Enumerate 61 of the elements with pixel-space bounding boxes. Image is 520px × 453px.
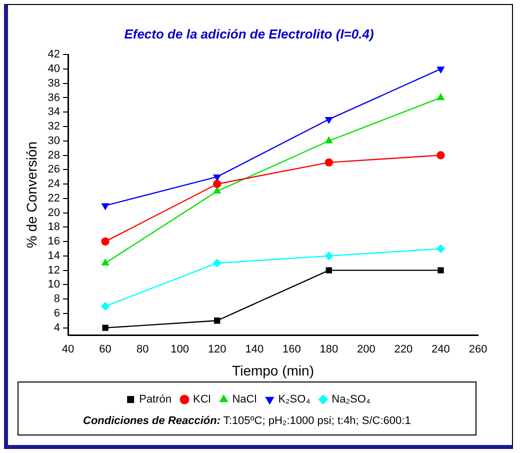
- point: [213, 187, 221, 194]
- x-tick-label: 160: [282, 344, 301, 356]
- point: [102, 259, 109, 266]
- y-tick-label: 28: [48, 149, 60, 162]
- y-tick-label: 34: [48, 106, 60, 118]
- y-tick-label: 26: [48, 164, 60, 176]
- point: [213, 259, 222, 268]
- y-tick-label: 22: [48, 192, 60, 204]
- y-tick-label: 38: [48, 77, 60, 90]
- y-tick-label: 18: [48, 221, 60, 234]
- point: [102, 324, 108, 331]
- y-tick-label: 42: [48, 48, 60, 61]
- point: [438, 267, 444, 274]
- x-tick-label: 240: [432, 344, 450, 356]
- y-tick-label: 10: [48, 278, 60, 291]
- x-tick-label: 200: [357, 344, 376, 356]
- x-tick-label: 80: [136, 344, 149, 356]
- y-tick-label: 6: [54, 307, 60, 320]
- legend-label: Patrón: [139, 394, 172, 406]
- point: [437, 94, 444, 100]
- x-tick-label: 40: [62, 344, 74, 356]
- point: [436, 244, 445, 253]
- point: [213, 180, 222, 188]
- point: [214, 318, 220, 324]
- point: [437, 66, 444, 74]
- point: [101, 237, 110, 246]
- y-axis-title: % de Conversión: [23, 141, 40, 248]
- y-tick-label: 30: [48, 134, 60, 147]
- point: [326, 267, 332, 274]
- point: [213, 174, 221, 181]
- point: [324, 252, 334, 260]
- x-tick-label: 100: [170, 344, 190, 356]
- chart-title: Efecto de la adición de Electrolito (I=0.4): [124, 26, 374, 42]
- point: [436, 151, 445, 160]
- point: [101, 302, 110, 310]
- point: [325, 116, 333, 124]
- y-tick-label: 20: [48, 206, 60, 219]
- y-tick-label: 8: [54, 293, 60, 306]
- legend-label: KCl: [193, 394, 211, 406]
- x-tick-label: 180: [320, 344, 338, 356]
- y-tick-label: 32: [48, 120, 60, 133]
- y-tick-label: 4: [54, 322, 60, 334]
- legend-label: NaCl: [232, 394, 257, 406]
- x-axis-title: Tiempo (min): [232, 362, 314, 378]
- y-tick-label: 16: [48, 236, 60, 248]
- y-tick-label: 40: [48, 63, 60, 76]
- x-tick-label: 120: [208, 344, 226, 356]
- x-tick-label: 220: [394, 344, 413, 356]
- point: [325, 136, 333, 144]
- legend-label: K₂SO₄: [278, 394, 311, 406]
- y-tick-label: 36: [48, 92, 60, 104]
- text: Condiciones de Reacción: T:105ºC; pH₂:1000 psi; t:4h; S/C:600:1: [83, 415, 411, 428]
- y-tick-label: 24: [48, 178, 60, 190]
- y-tick-label: 14: [48, 250, 60, 262]
- x-tick-label: 140: [245, 344, 264, 356]
- legend-label: Na₂SO₄: [332, 394, 371, 406]
- point: [102, 203, 109, 210]
- x-tick-label: 60: [99, 344, 112, 356]
- x-tick-label: 260: [468, 344, 488, 356]
- point: [324, 158, 334, 167]
- y-tick-label: 12: [48, 264, 60, 276]
